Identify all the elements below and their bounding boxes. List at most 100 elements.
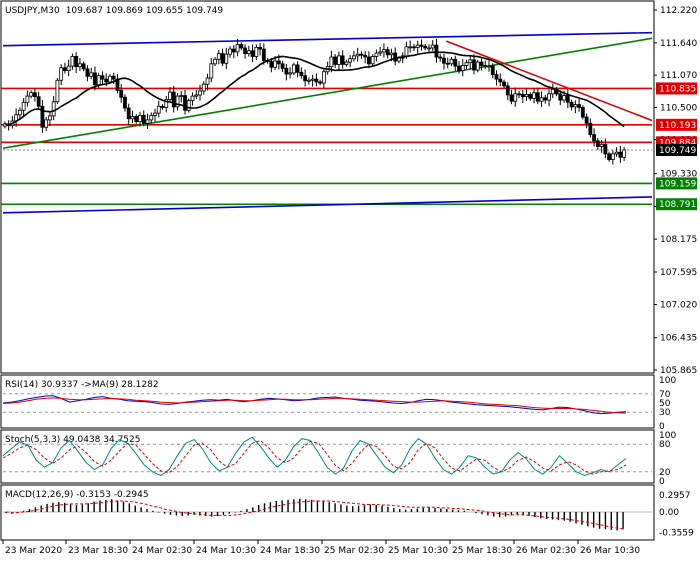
bear-candle-body [171, 91, 176, 108]
bear-candle-body [333, 56, 338, 65]
bear-candle-body [423, 45, 428, 49]
price-pane: 112.220111.640111.070110.500109.930109.3… [1, 6, 697, 376]
bull-candle-body [228, 48, 232, 55]
bear-candle-body [517, 93, 521, 96]
time-axis-label: 23 Mar 18:30 [68, 546, 128, 556]
stoch-title: Stoch(5,3,3) 49.0438 34.7525 [5, 435, 140, 445]
bull-candle-body [427, 47, 431, 50]
rsi-series-line [2, 395, 627, 415]
bull-candle-body [306, 79, 311, 82]
bear-candle-body [445, 62, 450, 65]
bear-candle-body [258, 46, 262, 50]
bear-candle-body [74, 56, 79, 68]
bull-candle-body [599, 143, 604, 147]
time-axis-label: 24 Mar 10:30 [196, 546, 256, 556]
price-tag-box [656, 143, 697, 156]
symbol-timeframe: USDJPY,M30 [5, 6, 60, 16]
price-axis-label: 107.020 [660, 301, 697, 311]
stoch-axis-label: 20 [659, 468, 671, 478]
moving-average-line [4, 51, 625, 128]
price-axis-label: 111.640 [660, 39, 697, 49]
bear-candle-body [340, 55, 345, 65]
bull-candle-body [562, 95, 566, 101]
bear-candle-body [303, 75, 308, 82]
time-axis-label: 25 Mar 02:30 [324, 546, 384, 556]
bull-candle-body [51, 101, 56, 117]
price-tag-label: 109.749 [659, 146, 696, 156]
bull-candle-body [216, 53, 221, 60]
trendline [445, 40, 653, 122]
bear-candle-body [592, 134, 596, 142]
macd-axis-label: 0.00 [659, 508, 679, 518]
time-axis: 23 Mar 2020 23 Mar 18:30 24 Mar 02:30 24 Ma… [2, 540, 640, 556]
stoch-axis-label: 80 [659, 440, 671, 450]
bear-candle-body [63, 67, 67, 72]
bull-candle-body [198, 90, 202, 96]
rsi-axis-label: 30 [659, 408, 671, 418]
bear-candle-body [472, 59, 476, 71]
bull-candle-body [70, 56, 75, 67]
price-tag-box [656, 198, 697, 211]
bear-candle-body [502, 81, 506, 87]
bear-candle-body [490, 65, 495, 75]
bear-candle-body [134, 116, 139, 122]
bull-candle-body [78, 63, 82, 68]
price-pane-title: USDJPY,M30 109.687 109.869 109.655 109.74… [5, 6, 223, 16]
price-axis-label: 106.435 [660, 334, 697, 344]
bull-candle-body [370, 56, 375, 65]
stoch-axis-label: 100 [659, 431, 676, 441]
bear-candle-body [580, 107, 585, 118]
bull-candle-body [145, 119, 150, 124]
stoch-series-line [2, 436, 627, 477]
bull-candle-body [614, 151, 619, 155]
time-axis-label: 25 Mar 10:30 [388, 546, 448, 556]
bull-candle-body [487, 65, 491, 68]
time-axis-label: 26 Mar 02:30 [516, 546, 576, 556]
bear-candle-body [483, 65, 488, 67]
bear-candle-body [141, 114, 146, 124]
bear-candle-body [494, 74, 499, 80]
bear-candle-body [231, 48, 236, 53]
bull-candle-body [138, 114, 142, 122]
time-axis-label: 25 Mar 18:30 [452, 546, 512, 556]
bull-candle-body [21, 101, 26, 111]
bull-candle-body [55, 79, 60, 103]
rsi-axis-label: 0 [659, 422, 665, 432]
bull-candle-body [149, 114, 154, 121]
bull-candle-body [310, 78, 315, 81]
trendline [2, 37, 653, 150]
bear-candle-body [276, 60, 281, 65]
bull-candle-body [408, 46, 413, 49]
bear-candle-body [359, 53, 364, 56]
price-axis-label: 112.220 [660, 6, 697, 16]
bear-candle-body [318, 81, 323, 84]
stoch-axis-label: 0 [659, 477, 665, 487]
bull-candle-body [96, 75, 101, 86]
bear-candle-body [81, 63, 86, 70]
bear-candle-body [385, 49, 390, 56]
bull-candle-body [532, 92, 536, 99]
bull-candle-body [224, 53, 229, 64]
bear-candle-body [104, 78, 109, 83]
bear-candle-body [126, 107, 131, 120]
rsi-axis-label: 100 [659, 376, 676, 386]
bull-candle-body [336, 55, 341, 65]
bull-candle-body [273, 60, 277, 68]
bull-candle-body [254, 46, 259, 57]
bear-candle-body [280, 63, 285, 69]
price-axis-label: 109.330 [660, 170, 697, 180]
bull-candle-body [355, 53, 360, 57]
bear-candle-body [618, 151, 623, 158]
bear-candle-body [261, 48, 266, 61]
bull-candle-body [17, 109, 22, 116]
bull-candle-body [209, 63, 214, 79]
price-tag-label: 108.791 [659, 200, 696, 210]
bear-candle-body [453, 58, 458, 67]
price-tag-box [656, 82, 697, 95]
bull-candle-body [389, 52, 394, 56]
time-axis-label: 26 Mar 10:30 [580, 546, 640, 556]
bear-candle-body [520, 94, 525, 98]
bull-candle-body [235, 44, 240, 53]
